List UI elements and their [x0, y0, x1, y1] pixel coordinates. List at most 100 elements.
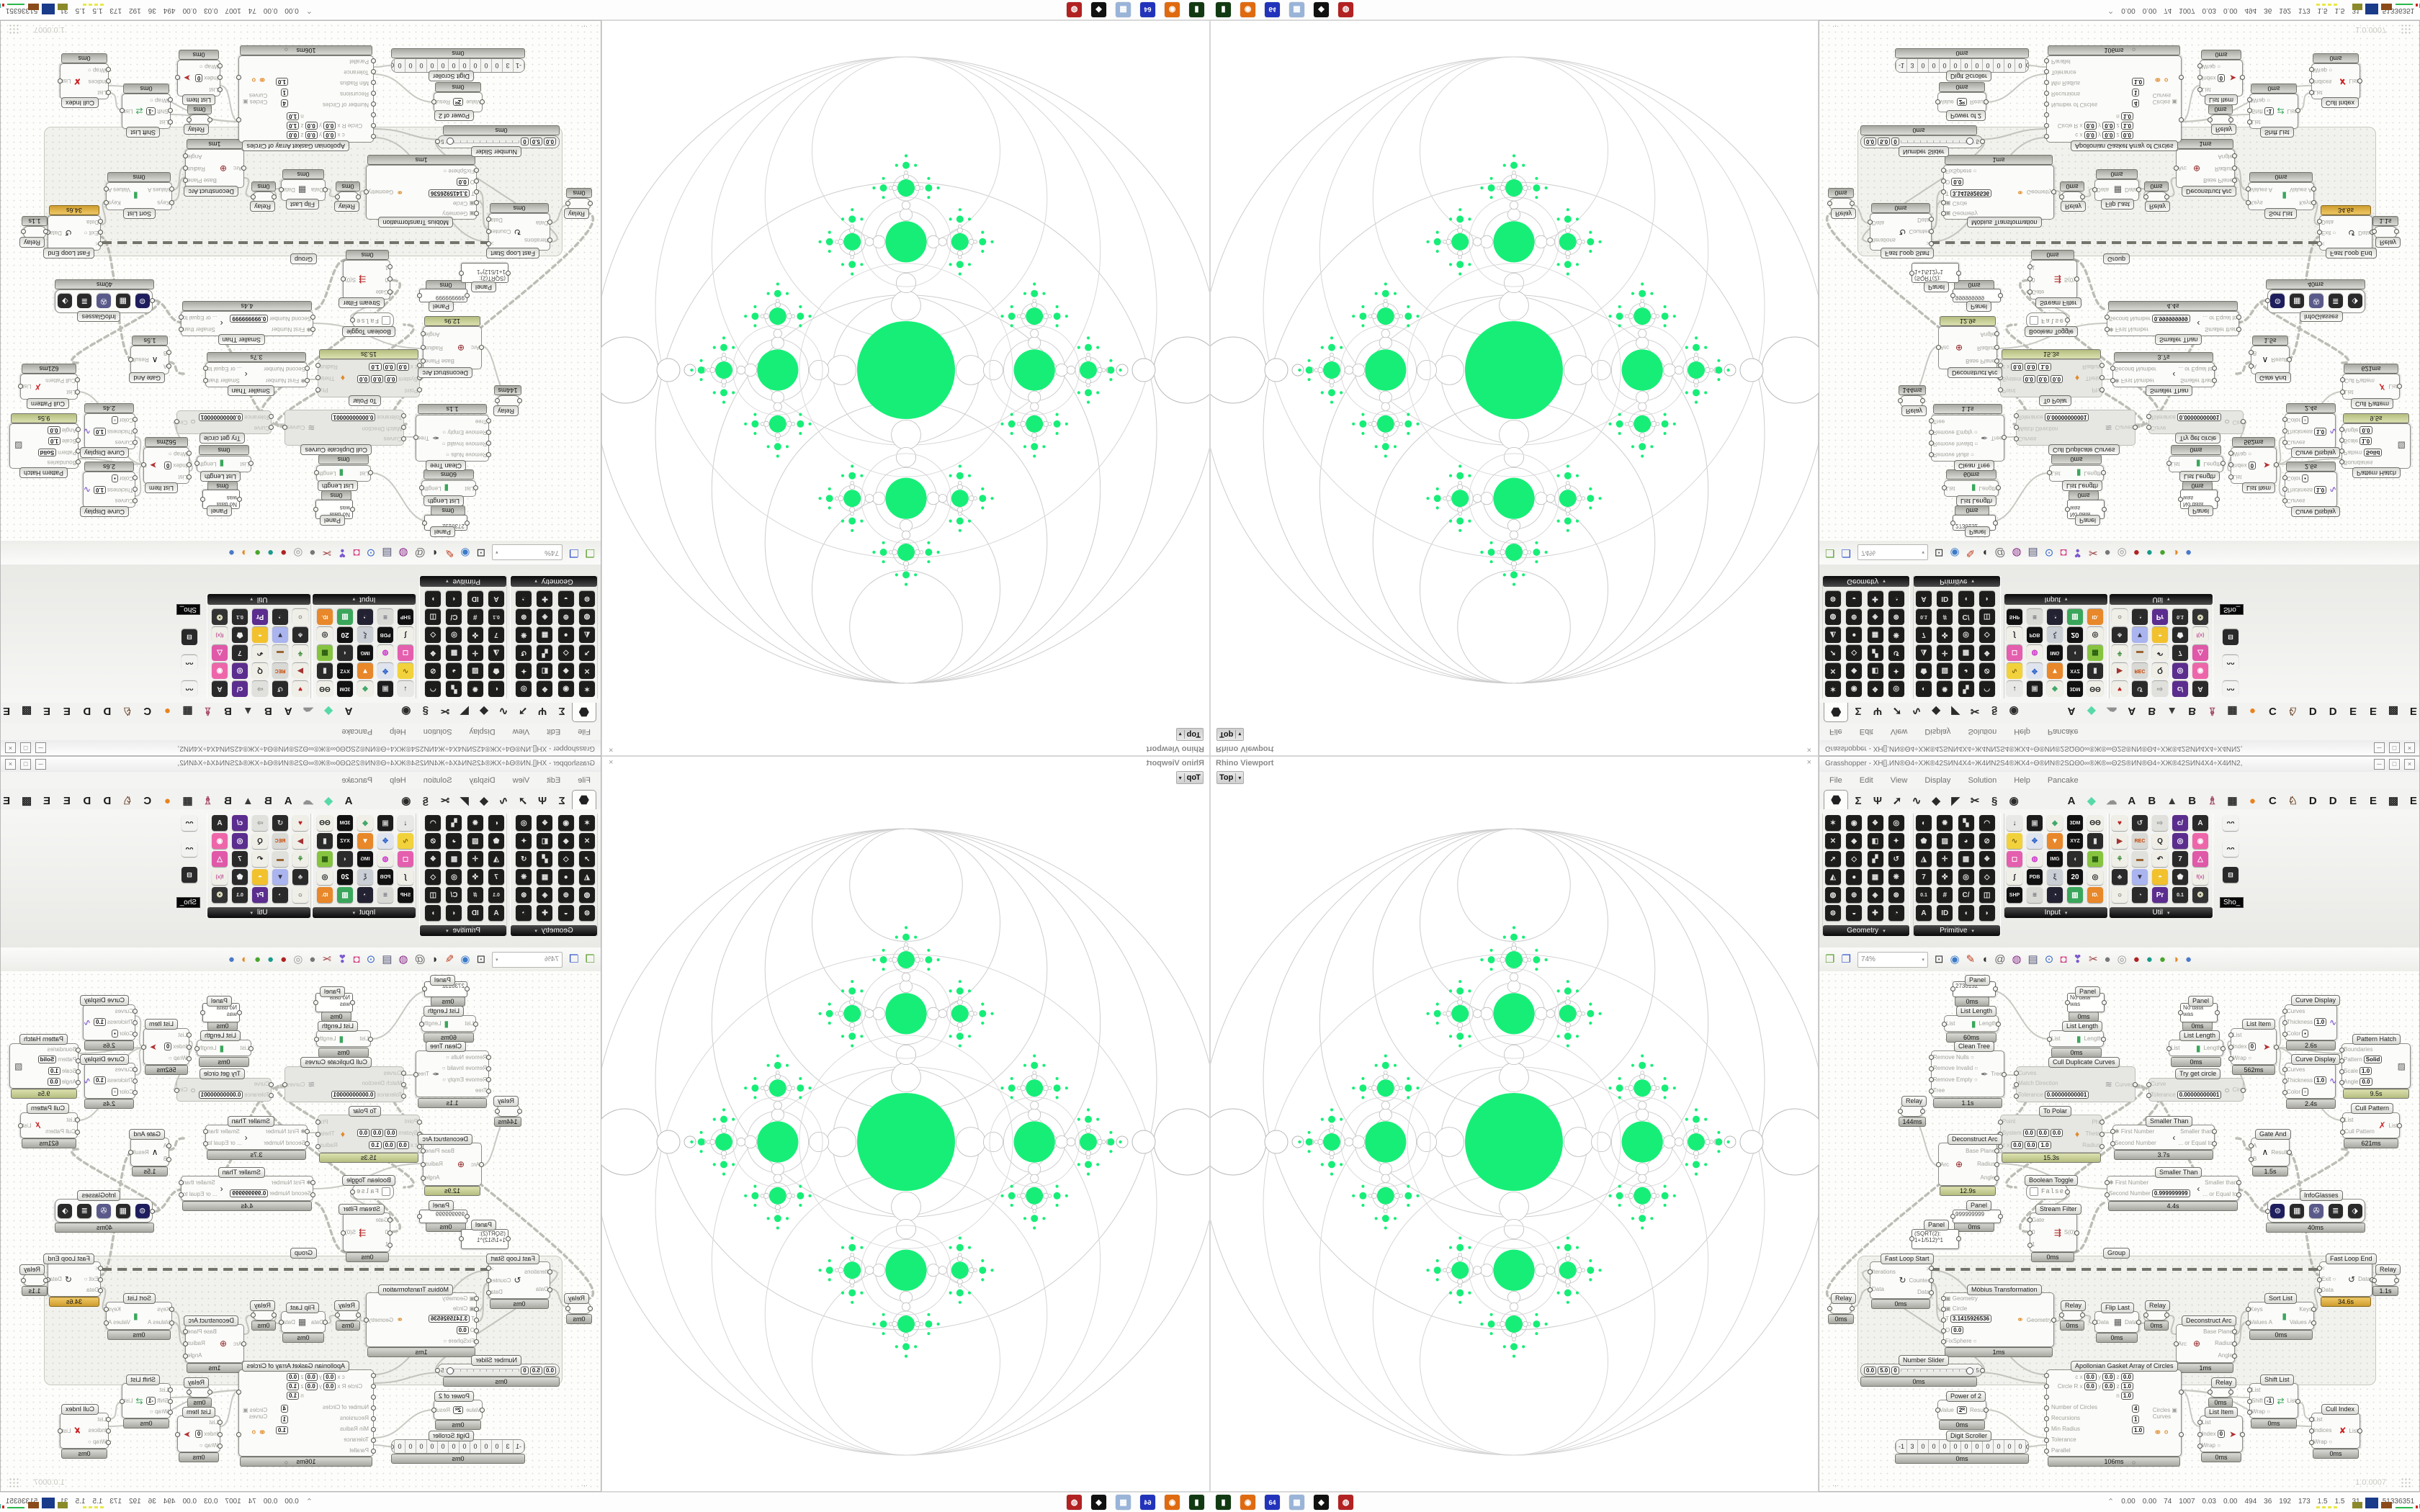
component-icon[interactable]: ◒ — [557, 591, 574, 607]
maximize-button[interactable]: □ — [2389, 742, 2400, 753]
param-grip[interactable] — [364, 189, 369, 194]
component-icon[interactable]: ◈ — [537, 887, 553, 903]
component-icon[interactable]: ◧ — [537, 663, 553, 679]
slider-track[interactable] — [445, 1367, 520, 1374]
mini-palette-icon[interactable]: ᴖᴖ — [182, 815, 197, 831]
component-node[interactable]: Curves Thickness 1.0 Color ▪ ∿ — [2282, 472, 2337, 508]
param-grip[interactable] — [1993, 521, 1998, 526]
relay-node[interactable] — [2372, 1274, 2399, 1286]
component-icon[interactable]: ◎ — [446, 869, 462, 885]
component-icon[interactable]: ⊕ — [557, 609, 574, 625]
component-icon[interactable]: f(x) — [2192, 627, 2208, 643]
toolbar-icon-8[interactable]: ◘ — [2060, 953, 2067, 966]
component-icon[interactable]: ⇨ — [252, 815, 268, 831]
apollonian-input-values[interactable]: 4 1 1.0 ○ — [275, 1402, 288, 1468]
component-icon[interactable]: c/ — [2172, 815, 2188, 831]
component-icon[interactable]: ◎ — [446, 627, 462, 643]
tab-params[interactable] — [1824, 790, 1849, 809]
param-grip[interactable] — [166, 1156, 171, 1162]
component-node[interactable]: List Indices Wrap ○ ✘ List — [2309, 1413, 2362, 1449]
component-icon[interactable]: ◫ — [425, 609, 442, 625]
component-icon[interactable]: ✹ — [1937, 815, 1953, 831]
component-icon[interactable]: ✛ — [1937, 645, 1953, 661]
slider-track[interactable] — [1900, 1367, 1975, 1374]
component-node[interactable]: A B ∧ Result — [2249, 1138, 2292, 1166]
component-icon[interactable]: ∿ — [2007, 663, 2022, 679]
component-icon[interactable]: ◐ — [1916, 681, 1932, 697]
component-node[interactable]: Gate 0 1 ⇶ S(0) — [341, 1212, 393, 1252]
component-node[interactable]: Curves Match Direction Tolerance 0.0000000… — [2014, 1066, 2138, 1102]
component-icon[interactable]: PDB — [2027, 869, 2043, 885]
param-grip[interactable] — [279, 1320, 284, 1325]
param-grip[interactable] — [18, 1123, 23, 1128]
tab-plugin-10[interactable]: C — [143, 795, 152, 807]
component-icon[interactable]: ∫ — [398, 627, 413, 643]
scroller-digit[interactable]: 0 — [405, 59, 416, 72]
toolbar-icon-15[interactable]: ● — [254, 546, 261, 559]
component-icon[interactable]: 20 — [337, 627, 353, 643]
component-node[interactable]: Keys Values A ▮ Keys Values A — [104, 1302, 174, 1330]
component-icon[interactable]: ▬ — [2132, 851, 2148, 867]
param-grip[interactable] — [421, 345, 426, 350]
panel-node[interactable]: (SQRT(2): 1+1/512)^1 — [1909, 1229, 1961, 1249]
param-grip[interactable] — [2065, 507, 2070, 513]
component-icon[interactable]: ▬ — [272, 645, 288, 661]
param-grip[interactable] — [486, 1278, 491, 1283]
param-grip[interactable] — [2317, 218, 2322, 224]
component-icon[interactable]: ◐ — [488, 815, 504, 831]
param-grip[interactable] — [241, 166, 246, 171]
component-icon[interactable]: Q — [2152, 833, 2168, 849]
component-icon[interactable]: ✚ — [1867, 591, 1883, 607]
param-grip[interactable] — [479, 1162, 484, 1167]
component-icon[interactable]: ◔ — [516, 591, 532, 607]
panel-node[interactable]: (SQRT(2): 1+1/512)^1 — [459, 1229, 511, 1249]
param-grip[interactable] — [2197, 1420, 2202, 1426]
param-grip[interactable] — [371, 1416, 376, 1421]
component-icon[interactable]: XYZ — [2067, 663, 2083, 679]
param-grip[interactable] — [371, 91, 376, 96]
menu-file[interactable]: File — [1829, 776, 1842, 785]
component-icon[interactable]: ▦ — [537, 869, 553, 885]
param-grip[interactable] — [141, 1044, 146, 1050]
tab-icon-3[interactable]: ∿ — [1912, 795, 1922, 807]
tab-icon-6[interactable]: ✂ — [440, 705, 450, 717]
param-grip[interactable] — [1941, 1328, 1946, 1333]
toolbar-icon-1[interactable]: ◉ — [1950, 953, 1960, 966]
scroller-digit[interactable]: 0 — [438, 1440, 449, 1453]
component-icon[interactable]: ⬟ — [232, 869, 248, 885]
param-grip[interactable] — [1929, 1266, 1934, 1272]
param-grip[interactable] — [313, 999, 318, 1005]
component-icon[interactable]: IMG — [2047, 645, 2063, 661]
param-grip[interactable] — [2228, 1032, 2233, 1038]
param-grip[interactable] — [133, 1079, 138, 1084]
component-icon[interactable]: PDB — [377, 869, 393, 885]
param-grip[interactable] — [459, 1236, 464, 1241]
tab-plugin-3[interactable]: A — [2128, 705, 2136, 717]
param-grip[interactable] — [2309, 1440, 2314, 1445]
param-grip[interactable] — [2146, 1093, 2151, 1099]
component-icon[interactable]: Pr — [2152, 887, 2168, 903]
component-icon[interactable]: 0.1 — [1916, 887, 1932, 903]
component-icon[interactable]: ✥ — [2027, 663, 2043, 679]
component-icon[interactable]: ∿ — [398, 833, 413, 849]
param-grip[interactable] — [2044, 1373, 2049, 1379]
toolbar-icon-9[interactable]: ❣ — [2073, 546, 2082, 559]
zoom-combobox[interactable]: 74% ▾ — [1857, 544, 1928, 561]
param-grip[interactable] — [1980, 139, 1985, 144]
component-icon[interactable]: IMG — [357, 851, 373, 867]
toolbar-icon-7[interactable]: ⊙ — [366, 546, 376, 559]
param-grip[interactable] — [207, 1390, 212, 1395]
param-grip[interactable] — [2133, 1082, 2138, 1087]
component-icon[interactable]: ◈ — [1867, 887, 1883, 903]
param-grip[interactable] — [2027, 1243, 2033, 1248]
component-icon[interactable]: ⊛ — [1888, 609, 1904, 625]
tab-plugin-13[interactable]: D — [83, 795, 91, 807]
param-grip[interactable] — [335, 194, 340, 199]
component-node[interactable]: ✱ First Number Second Number 0.999999999 ‹… — [179, 311, 315, 336]
component-icon[interactable]: ▣ — [377, 681, 393, 697]
param-grip[interactable] — [2246, 1320, 2251, 1326]
component-icon[interactable]: ◎ — [1888, 815, 1904, 831]
component-icon[interactable]: ◔ — [516, 905, 532, 921]
component-icon[interactable]: ◉ — [2192, 833, 2208, 849]
component-icon[interactable]: C/ — [446, 609, 462, 625]
